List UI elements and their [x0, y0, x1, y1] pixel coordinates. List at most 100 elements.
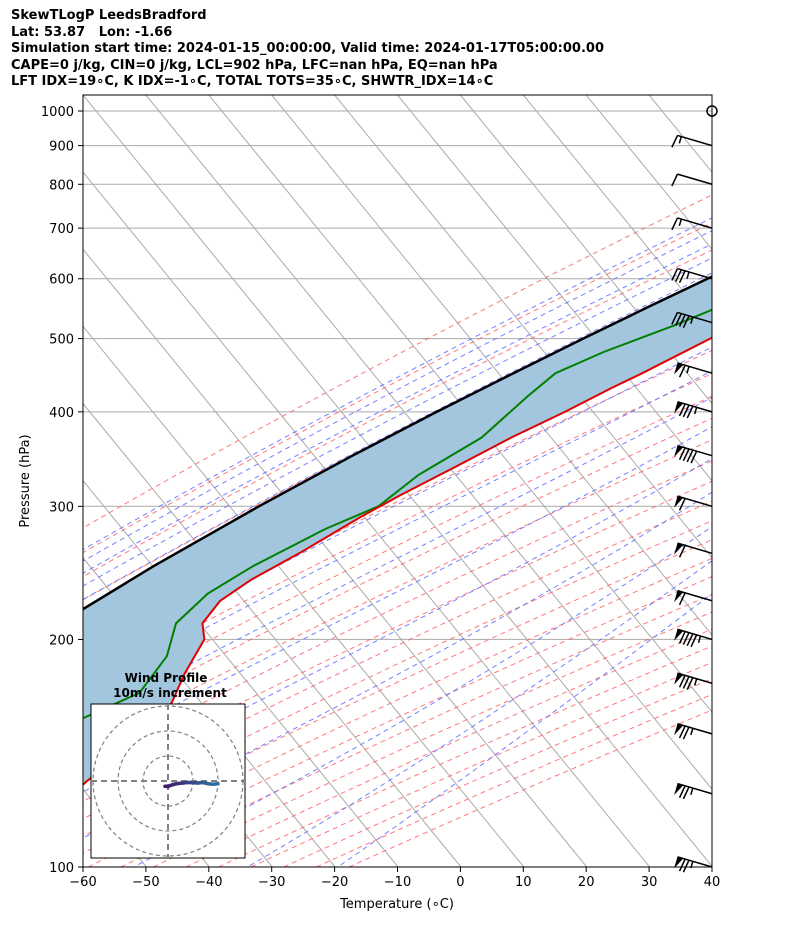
barb-full: [671, 217, 679, 231]
wind-barbs: [671, 105, 718, 873]
hodograph-ring: [117, 730, 219, 832]
wind-barb: [671, 217, 713, 231]
barb-full: [678, 403, 686, 417]
barb-full: [671, 173, 679, 187]
x-tick-label: 20: [578, 875, 595, 890]
barb-staff: [677, 134, 713, 147]
barb-half: [678, 218, 683, 227]
barb-pennant: [674, 673, 684, 685]
isotherm-line: [271, 95, 712, 636]
x-tick-label: −40: [195, 875, 222, 890]
barb-staff: [677, 495, 713, 508]
y-tick-label: 200: [49, 633, 74, 648]
barb-pennant: [674, 783, 684, 796]
dry-adiabat: [83, 373, 712, 688]
x-tick-label: 10: [515, 875, 532, 890]
indices-line-1: CAPE=0 j/kg, CIN=0 j/kg, LCL=902 hPa, LF…: [11, 57, 498, 73]
barb-staff: [677, 400, 713, 413]
barb-staff: [677, 444, 713, 457]
barb-staff: [677, 782, 713, 795]
wind-barb: [674, 589, 713, 606]
barb-full: [671, 268, 679, 281]
barb-full: [682, 632, 690, 645]
isotherm-line: [585, 95, 712, 251]
dry-adiabat: [218, 645, 712, 867]
barb-staff: [677, 311, 713, 324]
barb-staff: [677, 589, 713, 602]
hodograph-subtitle: 10m/s increment: [113, 686, 227, 700]
barb-full: [682, 726, 690, 740]
barb-staff: [677, 267, 713, 280]
y-tick-label: 800: [49, 178, 74, 193]
dry-adiabat: [153, 611, 712, 867]
wind-barb: [674, 723, 713, 740]
barb-full: [686, 405, 694, 419]
wind-barb: [671, 173, 713, 187]
axes: −60 −50 −40 −30 −20 −10 0 10 20 30 40 100 200 300 400 5…: [41, 105, 720, 890]
y-tick-label: 100: [49, 861, 74, 876]
dry-adiabat: [316, 693, 712, 867]
y-tick-label: 600: [49, 273, 74, 288]
y-tick-label: 300: [49, 500, 74, 515]
time-line: Simulation start time: 2024-01-15_00:00:…: [11, 41, 604, 56]
x-axis-label: Temperature (∘C): [339, 897, 454, 912]
barb-pennant: [674, 363, 684, 375]
barb-full: [678, 592, 686, 606]
dry-adiabat: [83, 395, 712, 708]
y-axis-label: Pressure (hPa): [18, 434, 33, 527]
hodograph-title: Wind Profile: [125, 671, 208, 685]
x-tick-label: −60: [69, 875, 96, 890]
barb-full: [675, 269, 682, 282]
wind-barb: [674, 782, 713, 800]
x-tick-label: −30: [258, 875, 285, 890]
barb-staff: [677, 217, 713, 229]
barb-full: [682, 448, 690, 462]
moist-adiabat: [83, 491, 712, 839]
barb-staff: [677, 628, 713, 641]
wind-barb: [674, 362, 713, 378]
barb-half: [693, 678, 698, 686]
isotherm-line: [460, 95, 712, 405]
x-tick-label: −10: [384, 875, 411, 890]
cin-shaded-area: [83, 276, 712, 785]
dry-adiabat: [283, 678, 712, 867]
barb-full: [678, 545, 686, 558]
barb-full: [675, 313, 682, 326]
isotherm-line: [83, 325, 525, 867]
barb-full: [678, 858, 686, 872]
wind-barb: [674, 444, 713, 464]
cape-cin-shading: [83, 276, 712, 785]
barb-half: [678, 136, 683, 144]
barb-full: [682, 786, 690, 800]
wind-barb: [674, 495, 713, 511]
barb-full: [678, 447, 686, 461]
barb-pennant: [674, 496, 684, 508]
y-tick-label: 900: [49, 140, 74, 155]
y-tick-label: 700: [49, 222, 74, 237]
y-tick-label: 400: [49, 406, 74, 421]
grid-lines: [83, 95, 712, 867]
barb-full: [682, 676, 690, 689]
barb-full: [690, 634, 698, 648]
isotherm-line: [522, 95, 712, 328]
moist-adiabat: [83, 346, 712, 671]
barb-full: [690, 450, 698, 464]
barb-half: [697, 635, 702, 643]
indices-line-2: LFT IDX=19∘C, K IDX=-1∘C, TOTAL TOTS=35∘…: [11, 74, 494, 89]
profile-lines: [83, 275, 712, 787]
barb-pennant: [674, 543, 684, 555]
barb-full: [678, 314, 686, 327]
dry-adiabat: [83, 557, 712, 854]
hodograph-segment: [211, 782, 220, 786]
barb-full: [671, 135, 679, 148]
x-tick-label: 30: [641, 875, 658, 890]
barb-staff: [677, 173, 713, 186]
wind-barb: [674, 672, 713, 690]
isotherm-line: [83, 248, 588, 867]
barb-full: [678, 631, 686, 644]
x-tick-label: 40: [704, 875, 721, 890]
y-tick-label: 500: [49, 333, 74, 348]
wind-barb: [674, 542, 713, 558]
barb-full: [682, 315, 690, 329]
